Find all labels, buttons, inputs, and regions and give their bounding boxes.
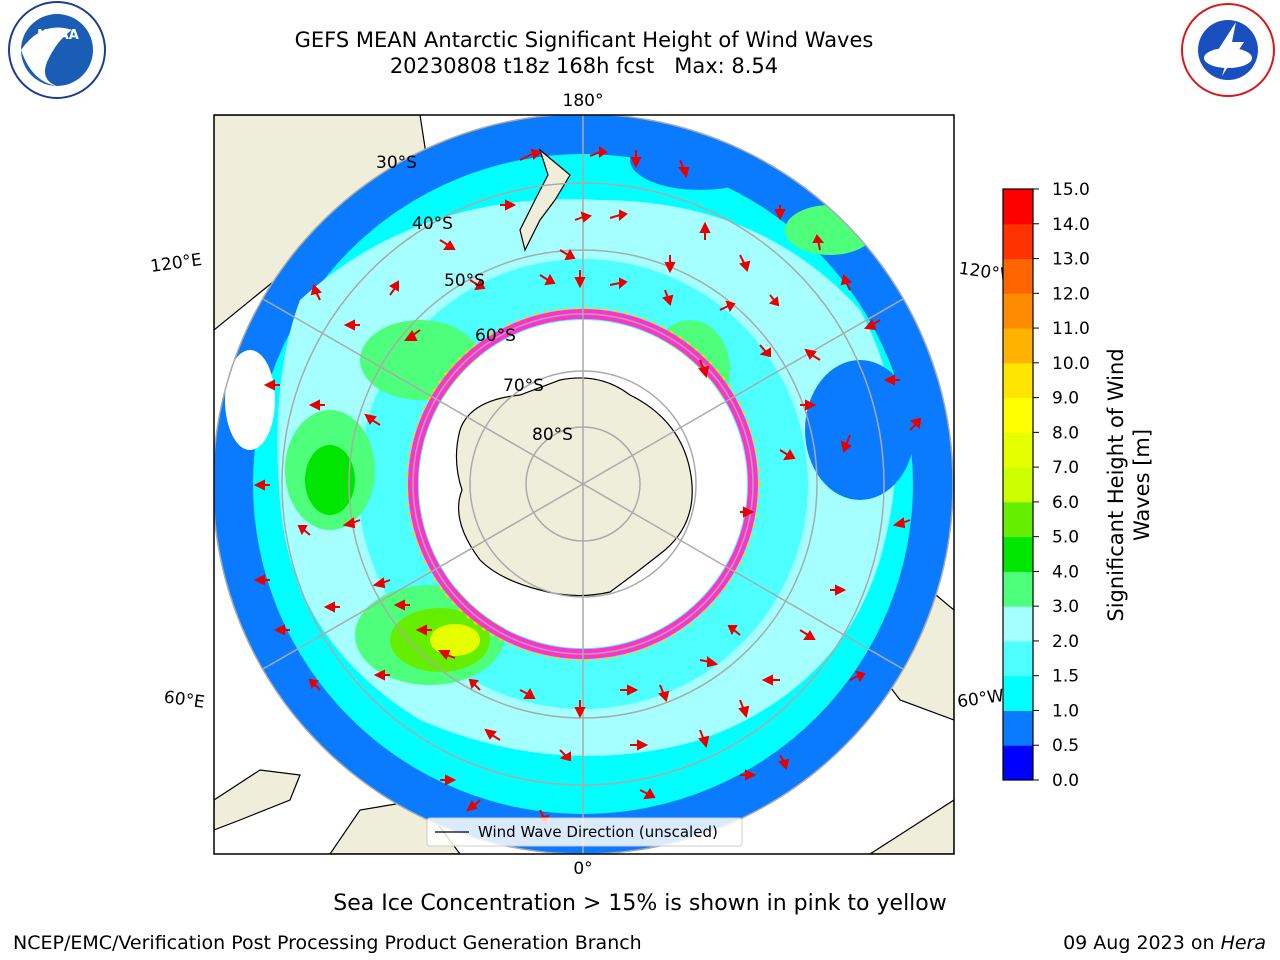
colorbar-tick-label: 4.0 (1052, 562, 1079, 582)
colorbar-block (1003, 536, 1033, 572)
colorbar-tick-label: 12.0 (1052, 284, 1090, 304)
lat-label-80s: 80°S (532, 425, 573, 445)
colorbar-tick-label: 1.0 (1052, 701, 1079, 721)
title-line-2: 20230808 t18z 168h fcst Max: 8.54 (389, 54, 779, 78)
nws-logo (1181, 3, 1275, 97)
colorbar-block (1003, 467, 1033, 503)
colorbar-tick-label: 11.0 (1052, 319, 1090, 339)
svg-text:NOAA: NOAA (37, 28, 79, 43)
colorbar-block (1003, 189, 1033, 225)
colorbar-label-line-1: Significant Height of Wind (1104, 348, 1128, 621)
colorbar-tick-label: 13.0 (1052, 250, 1090, 270)
colorbar-tick-label: 15.0 (1052, 180, 1090, 200)
colorbar-tick-label: 14.0 (1052, 215, 1090, 235)
legend: Wind Wave Direction (unscaled) (426, 817, 743, 847)
colorbar-block (1003, 223, 1033, 260)
colorbar-block (1003, 293, 1033, 329)
colorbar-block (1003, 501, 1033, 538)
title-line-1: GEFS MEAN Antarctic Significant Height o… (294, 28, 874, 52)
colorbar-tick-label: 5.0 (1052, 528, 1079, 548)
colorbar-tick-label: 2.0 (1052, 632, 1079, 652)
colorbar-tick-label: 8.0 (1052, 423, 1079, 443)
colorbar-block (1003, 710, 1033, 746)
noaa-logo: NOAA (8, 1, 106, 99)
colorbar-block (1003, 571, 1033, 607)
colorbar-tick-label: 3.0 (1052, 597, 1079, 617)
colorbar-block (1003, 362, 1033, 399)
colorbar-block (1003, 328, 1033, 364)
africa-land (214, 769, 301, 831)
footer-branch: NCEP/EMC/Verification Post Processing Pr… (13, 932, 642, 954)
footer-host: Hera (1220, 932, 1266, 954)
lat-label-40s: 40°S (412, 214, 453, 234)
footer-date-text: 09 Aug 2023 on (1063, 932, 1221, 954)
colorbar-block (1003, 640, 1033, 677)
colorbar-label-line-2: Waves [m] (1130, 429, 1154, 541)
lat-label-30s: 30°S (376, 153, 417, 173)
colorbar-tick-label: 1.5 (1052, 667, 1079, 687)
colorbar-tick-label: 6.0 (1052, 493, 1079, 513)
legend-label: Wind Wave Direction (unscaled) (478, 823, 718, 841)
colorbar-block (1003, 606, 1033, 642)
footer-date: 09 Aug 2023 on Hera (1063, 932, 1266, 954)
wind-direction-arrows (253, 146, 922, 826)
colorbar-block (1003, 432, 1033, 468)
colorbar-block (1003, 397, 1033, 433)
lat-label-50s: 50°S (444, 271, 485, 291)
lat-label-70s: 70°S (503, 376, 544, 396)
south-america-land-2 (868, 799, 954, 854)
colorbar-tick-label: 10.0 (1052, 354, 1090, 374)
antarctica-land (455, 377, 693, 597)
lat-label-60s: 60°S (475, 326, 516, 346)
lon-label-180: 180° (563, 91, 604, 111)
colorbar-block (1003, 745, 1033, 781)
colorbar-tick-label: 0.0 (1052, 771, 1079, 791)
colorbar-tick-label: 7.0 (1052, 458, 1079, 478)
colorbar-tick-label: 9.0 (1052, 389, 1079, 409)
colorbar-block (1003, 258, 1033, 294)
sea-ice-caption: Sea Ice Concentration > 15% is shown in … (333, 891, 947, 916)
lon-label-0: 0° (573, 859, 592, 879)
colorbar-tick-label: 0.5 (1052, 736, 1079, 756)
colorbar-block (1003, 675, 1033, 711)
